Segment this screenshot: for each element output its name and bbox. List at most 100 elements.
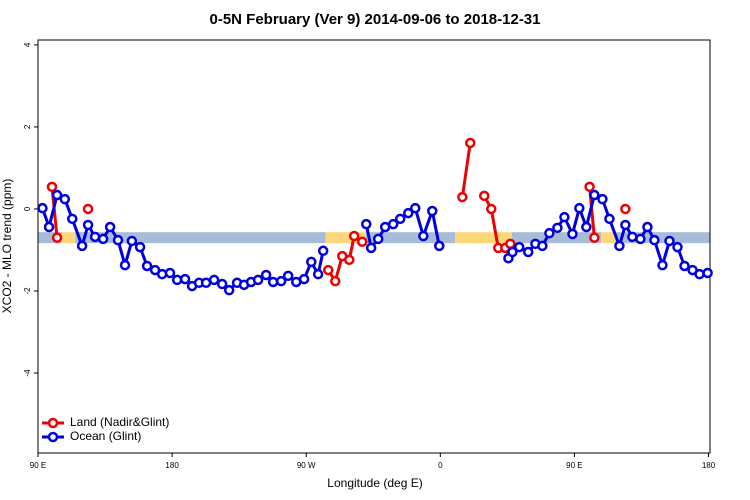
data-point [522, 246, 534, 258]
x-tick-label: 180 [165, 461, 179, 470]
data-point [51, 189, 63, 201]
data-point [672, 241, 683, 253]
chart-title: 0-5N February (Ver 9) 2014-09-06 to 2018… [209, 11, 540, 28]
data-point [544, 227, 555, 239]
data-point [59, 193, 71, 205]
data-point [282, 270, 294, 282]
data-point [604, 213, 615, 225]
data-point [465, 137, 476, 149]
data-point [589, 232, 600, 243]
data-point [104, 221, 116, 233]
data-point [434, 240, 445, 252]
band-segment [365, 232, 456, 244]
data-point [208, 274, 220, 286]
data-point [323, 264, 334, 276]
data-point [403, 207, 414, 219]
data-point [486, 203, 497, 215]
data-point [581, 221, 592, 233]
data-point [37, 202, 48, 214]
data-point [223, 284, 235, 296]
data-point [559, 211, 570, 223]
x-tick-label: 90 W [297, 461, 316, 470]
data-point [164, 267, 176, 279]
series-line [460, 142, 472, 198]
data-point [67, 213, 78, 225]
data-point [372, 233, 384, 245]
data-point [330, 275, 341, 287]
data-point [394, 213, 406, 225]
legend-marker [47, 431, 59, 443]
data-point [635, 233, 646, 245]
data-point [479, 190, 490, 202]
band-segment [601, 232, 617, 244]
x-tick-label: 90 E [30, 461, 46, 470]
data-point [537, 240, 548, 252]
data-point [664, 235, 675, 247]
data-point [51, 232, 63, 243]
data-point [126, 235, 138, 247]
legend-marker [47, 417, 59, 429]
data-point [267, 276, 279, 288]
data-point [507, 246, 518, 258]
band-segment [75, 232, 326, 244]
data-point [657, 259, 668, 271]
y-tick-label: 2 [23, 124, 32, 129]
x-tick-label: 90 E [566, 461, 582, 470]
data-point [410, 202, 421, 214]
data-point [82, 203, 94, 215]
data-point [620, 203, 631, 215]
x-axis-label: Longitude (deg E) [327, 476, 422, 490]
data-point [361, 218, 372, 230]
y-tick-label: 0 [23, 206, 32, 211]
data-point [694, 268, 705, 280]
band-segment [38, 232, 62, 244]
data-point [260, 269, 272, 281]
data-point [82, 219, 94, 231]
data-point [649, 234, 660, 246]
data-point [574, 202, 585, 214]
data-point [89, 231, 101, 243]
data-point [620, 219, 631, 231]
data-point [298, 273, 310, 285]
data-point [119, 259, 131, 271]
data-point [627, 231, 638, 243]
data-point [418, 230, 429, 242]
data-point [642, 221, 653, 233]
legend-label: Ocean (Glint) [70, 429, 141, 443]
data-point [589, 189, 600, 201]
data-point [597, 193, 608, 205]
data-point [702, 267, 713, 279]
data-point [614, 240, 625, 252]
plot-frame [37, 39, 711, 454]
data-point [112, 234, 124, 246]
y-axis-label: XCO2 - MLO trend (ppm) [0, 179, 14, 314]
band-segment [455, 232, 512, 244]
data-point [43, 221, 55, 233]
data-point [584, 181, 595, 193]
data-point [567, 228, 578, 240]
y-tick-label: -2 [23, 287, 32, 295]
y-tick-label: -4 [23, 369, 32, 377]
data-point [216, 278, 228, 290]
band-segment [616, 232, 710, 244]
data-point [552, 222, 563, 234]
data-point [348, 230, 360, 242]
data-point [76, 240, 88, 252]
data-point [514, 241, 525, 253]
data-point [387, 218, 399, 230]
data-point [306, 256, 317, 268]
band-segment [511, 232, 602, 244]
x-tick-label: 180 [702, 461, 716, 470]
data-point [356, 236, 368, 248]
y-tick-label: 4 [23, 42, 32, 47]
data-point [365, 242, 377, 254]
data-point [46, 181, 58, 193]
data-point [252, 274, 264, 286]
data-point [312, 268, 324, 280]
data-point [97, 233, 109, 245]
data-point [141, 260, 153, 272]
data-point [427, 205, 438, 217]
data-point [179, 273, 191, 285]
data-point [275, 275, 287, 287]
